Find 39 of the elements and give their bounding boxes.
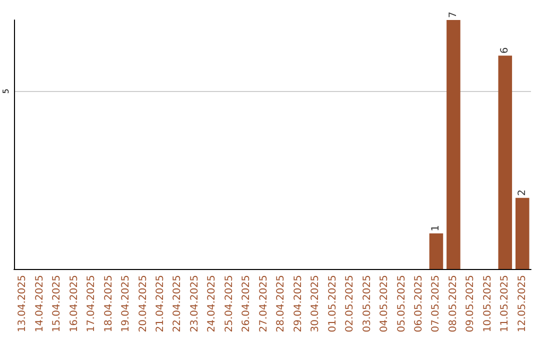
bar	[498, 56, 512, 269]
data-label: 2	[516, 189, 528, 196]
x-tick-label: 07.05.2025	[430, 275, 442, 332]
bar	[515, 198, 530, 269]
x-tick-label: 15.04.2025	[52, 275, 63, 332]
x-tick-label: 11.05.2025	[500, 275, 511, 332]
x-tick-label: 10.05.2025	[482, 275, 494, 332]
x-tick-label: 06.05.2025	[413, 275, 424, 332]
x-tick-label: 22.04.2025	[172, 275, 184, 332]
x-tick-label: 18.04.2025	[103, 275, 114, 332]
x-tick-label: 04.05.2025	[379, 275, 390, 332]
x-tick-label: 23.04.2025	[189, 275, 200, 332]
x-tick-label: 30.04.2025	[310, 275, 322, 332]
x-tick-label: 09.05.2025	[465, 275, 476, 332]
x-tick-label: 25.04.2025	[224, 275, 235, 332]
x-tick-label: 21.04.2025	[154, 275, 166, 332]
x-tick-label: 08.05.2025	[448, 275, 459, 332]
data-label: 7	[448, 12, 459, 18]
x-tick-label: 20.04.2025	[138, 275, 149, 332]
x-tick-label: 24.04.2025	[206, 275, 218, 332]
x-tick-label: 27.04.2025	[258, 275, 270, 332]
x-tick-label: 03.05.2025	[362, 275, 373, 332]
x-tick-label: 12.05.2025	[516, 275, 528, 332]
x-tick-label: 17.04.2025	[86, 275, 98, 332]
data-label: 1	[430, 225, 442, 232]
bar	[446, 20, 460, 269]
x-tick-label: 28.04.2025	[276, 275, 287, 332]
y-tick-label: 5	[2, 88, 10, 94]
x-tick-label: 01.05.2025	[327, 275, 338, 332]
x-tick-label: 14.04.2025	[34, 275, 46, 332]
x-tick-label: 05.05.2025	[396, 275, 408, 332]
x-tick-label: 02.05.2025	[344, 275, 356, 332]
bar	[429, 233, 444, 269]
x-tick-label: 26.04.2025	[241, 275, 252, 332]
x-tick-label: 19.04.2025	[120, 275, 132, 332]
x-tick-label: 16.04.2025	[68, 275, 80, 332]
x-tick-label: 13.04.2025	[17, 275, 28, 332]
x-tick-label: 29.04.2025	[292, 275, 304, 332]
data-label: 6	[500, 47, 511, 54]
